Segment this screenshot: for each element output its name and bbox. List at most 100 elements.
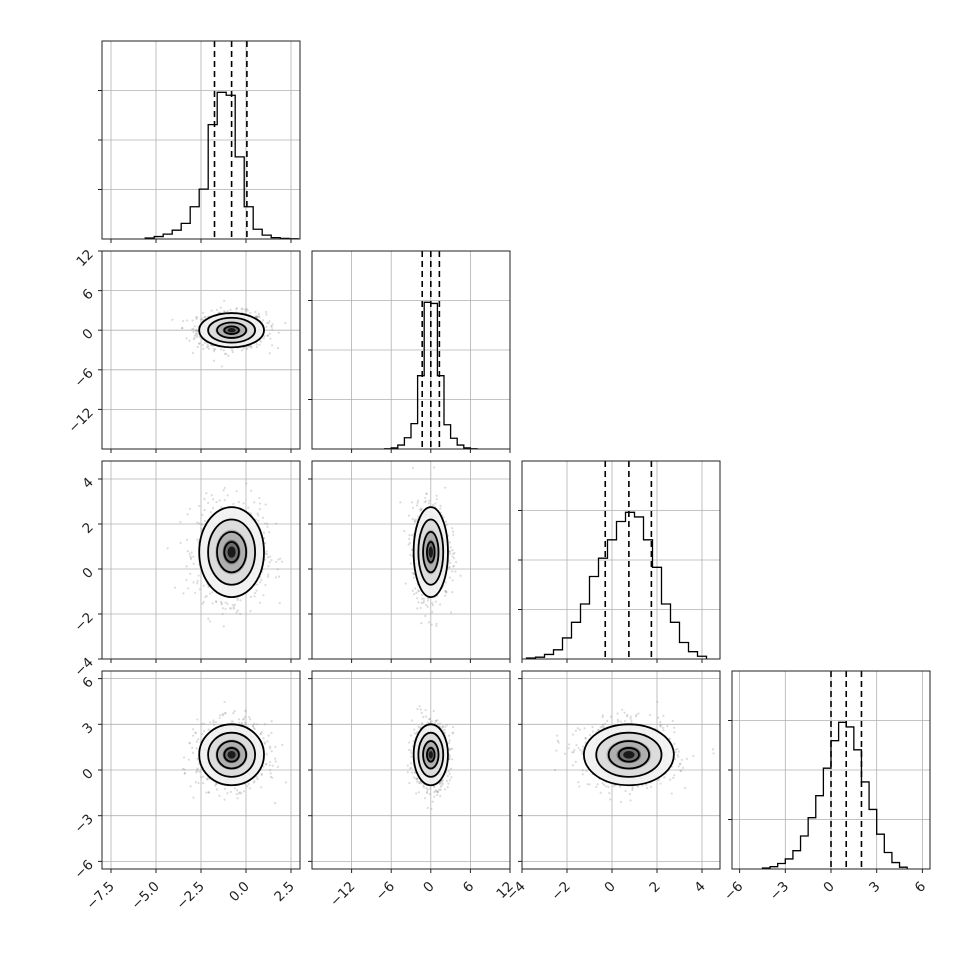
- scatter-point: [270, 750, 273, 753]
- density-fill: [428, 750, 433, 759]
- scatter-point: [409, 553, 412, 556]
- scatter-point: [410, 755, 413, 758]
- scatter-point: [431, 610, 434, 613]
- scatter-point: [207, 617, 210, 620]
- scatter-point: [258, 496, 261, 500]
- scatter-point: [420, 711, 423, 714]
- scatter-point: [240, 307, 243, 310]
- scatter-point: [218, 794, 221, 797]
- scatter-point: [215, 308, 219, 312]
- scatter-point: [191, 751, 195, 754]
- scatter-point: [262, 594, 265, 597]
- scatter-point: [223, 299, 226, 302]
- x-tick-label: −7.5: [83, 879, 117, 913]
- scatter-point: [628, 792, 631, 796]
- scatter-point: [674, 751, 677, 754]
- scatter-point: [424, 797, 427, 800]
- scatter-point: [212, 721, 215, 724]
- scatter-point: [201, 602, 204, 605]
- scatter-point: [448, 566, 451, 569]
- scatter-point: [406, 764, 409, 767]
- density-contour: [216, 321, 248, 339]
- scatter-point: [201, 775, 205, 778]
- scatter-point: [265, 313, 268, 316]
- scatter-point: [410, 762, 413, 765]
- scatter-point: [243, 715, 246, 719]
- scatter-point: [195, 315, 198, 319]
- scatter-point: [277, 331, 280, 334]
- scatter-point: [444, 725, 447, 729]
- scatter-point: [439, 795, 442, 798]
- scatter-point: [208, 721, 212, 724]
- scatter-point: [253, 501, 256, 504]
- scatter-point: [255, 589, 258, 592]
- scatter-point: [412, 572, 415, 576]
- scatter-point: [408, 741, 411, 744]
- scatter-point: [198, 504, 201, 508]
- scatter-point: [263, 334, 266, 338]
- scatter-point: [245, 482, 248, 485]
- scatter-point: [258, 316, 261, 319]
- scatter-point: [279, 557, 282, 560]
- scatter-point: [249, 489, 253, 492]
- scatter-point: [202, 584, 205, 587]
- scatter-point: [649, 785, 653, 788]
- scatter-point: [203, 519, 207, 523]
- scatter-point: [215, 788, 218, 791]
- scatter-point: [452, 557, 456, 560]
- scatter-point: [197, 738, 200, 741]
- scatter-point: [195, 747, 198, 750]
- scatter-point: [253, 722, 256, 725]
- scatter-point: [214, 721, 218, 724]
- scatter-point: [434, 600, 437, 603]
- scatter-point: [452, 725, 455, 729]
- scatter-point: [284, 781, 287, 784]
- y-tick-label: 0: [79, 766, 96, 783]
- scatter-point: [197, 781, 200, 785]
- scatter-point: [202, 730, 206, 733]
- scatter-point: [242, 347, 245, 350]
- scatter-point: [596, 783, 599, 786]
- scatter-point: [417, 590, 420, 593]
- scatter-point: [410, 771, 414, 774]
- scatter-point: [201, 513, 204, 516]
- scatter-point: [196, 332, 199, 335]
- scatter-point: [277, 558, 280, 561]
- scatter-point: [281, 743, 284, 747]
- scatter-point: [203, 498, 206, 501]
- scatter-point: [248, 787, 251, 790]
- scatter-point: [257, 312, 260, 316]
- scatter-point: [256, 777, 259, 780]
- scatter-point: [408, 781, 411, 785]
- scatter-point: [447, 770, 450, 773]
- scatter-point: [205, 594, 208, 598]
- scatter-point: [417, 725, 420, 728]
- scatter-point: [439, 507, 442, 510]
- y-tick-label: −2: [71, 610, 96, 635]
- density-contour: [198, 312, 265, 349]
- scatter-point: [434, 502, 437, 505]
- scatter-point: [418, 508, 422, 511]
- y-tick-label: −6: [71, 365, 96, 390]
- scatter-point: [204, 315, 207, 319]
- scatter-point: [274, 760, 277, 763]
- scatter-point: [449, 767, 453, 770]
- scatter-point: [171, 318, 174, 321]
- scatter-point: [563, 752, 567, 755]
- scatter-point: [245, 347, 249, 350]
- scatter-point: [428, 792, 431, 796]
- panel-frame: [311, 460, 511, 660]
- scatter-point: [269, 772, 272, 775]
- scatter-point: [416, 707, 419, 711]
- scatter-point: [427, 502, 430, 505]
- scatter-point: [238, 721, 241, 724]
- scatter-point: [231, 603, 234, 607]
- scatter-point: [211, 602, 214, 605]
- y-tick-label: 3: [79, 720, 96, 737]
- scatter-point: [449, 561, 452, 565]
- scatter-point: [220, 602, 224, 605]
- scatter-point: [239, 612, 242, 616]
- scatter-point: [268, 352, 271, 355]
